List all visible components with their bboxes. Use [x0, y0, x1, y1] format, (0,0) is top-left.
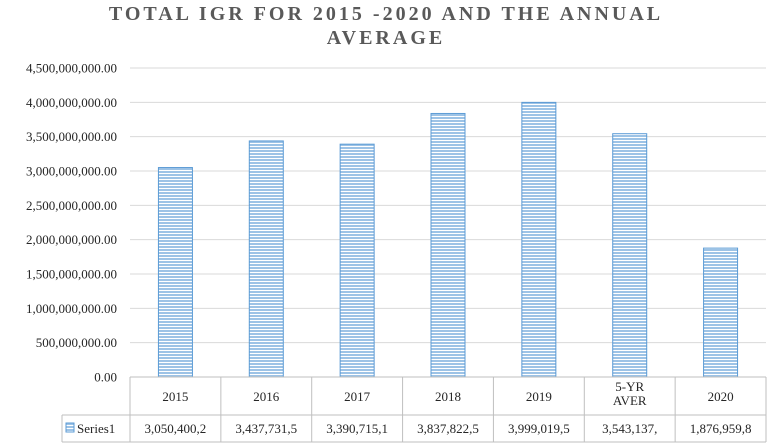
table-value-cell: 3,837,822,5: [417, 421, 479, 436]
x-category-label: 2019: [526, 389, 552, 404]
x-category-label: AVER: [613, 393, 647, 408]
table-value-cell: 3,999,019,5: [508, 421, 570, 436]
bar: [703, 247, 739, 378]
x-category-label: 2020: [708, 389, 734, 404]
bar: [157, 167, 193, 378]
legend-swatch: [65, 422, 75, 433]
x-category-label: 2018: [435, 389, 461, 404]
bar: [339, 143, 375, 378]
bar: [430, 112, 466, 378]
y-tick-label: 1,500,000,000.00: [26, 267, 117, 282]
x-category-label: 2017: [344, 389, 371, 404]
table-value-cell: 1,876,959,8: [690, 421, 752, 436]
chart-title-line-1: TOTAL IGR FOR 2015 -2020 AND THE ANNUAL: [108, 3, 664, 25]
bar: [521, 101, 557, 378]
y-tick-label: 500,000,000.00: [36, 335, 117, 350]
x-category-label: 2016: [253, 389, 280, 404]
y-tick-label: 3,500,000,000.00: [26, 129, 117, 144]
legend-series-name: Series1: [77, 421, 115, 436]
y-tick-label: 2,500,000,000.00: [26, 198, 117, 213]
table-value-cell: 3,437,731,5: [235, 421, 297, 436]
bar: [248, 140, 284, 378]
table-value-cell: 3,050,400,2: [145, 421, 207, 436]
chart-title-line-2: AVERAGE: [326, 27, 446, 49]
y-tick-label: 0.00: [94, 370, 117, 385]
y-tick-label: 4,000,000,000.00: [26, 95, 117, 110]
y-tick-label: 3,000,000,000.00: [26, 164, 117, 179]
y-axis-tick-labels: 0.00 500,000,000.00 1,000,000,000.00 1,500,…: [26, 61, 117, 385]
bar: [612, 133, 648, 378]
y-tick-label: 1,000,000,000.00: [26, 301, 117, 316]
y-tick-label: 2,000,000,000.00: [26, 232, 117, 247]
x-category-label: 2015: [162, 389, 188, 404]
chart-title: TOTAL IGR FOR 2015 -2020 AND THE ANNUAL …: [0, 2, 772, 50]
bars: [157, 101, 739, 378]
table-value-cell: 3,543,137,: [602, 421, 657, 436]
table-value-cell: 3,390,715,1: [326, 421, 388, 436]
y-tick-label: 4,500,000,000.00: [26, 61, 117, 76]
x-category-label: 5-YR: [615, 379, 644, 394]
